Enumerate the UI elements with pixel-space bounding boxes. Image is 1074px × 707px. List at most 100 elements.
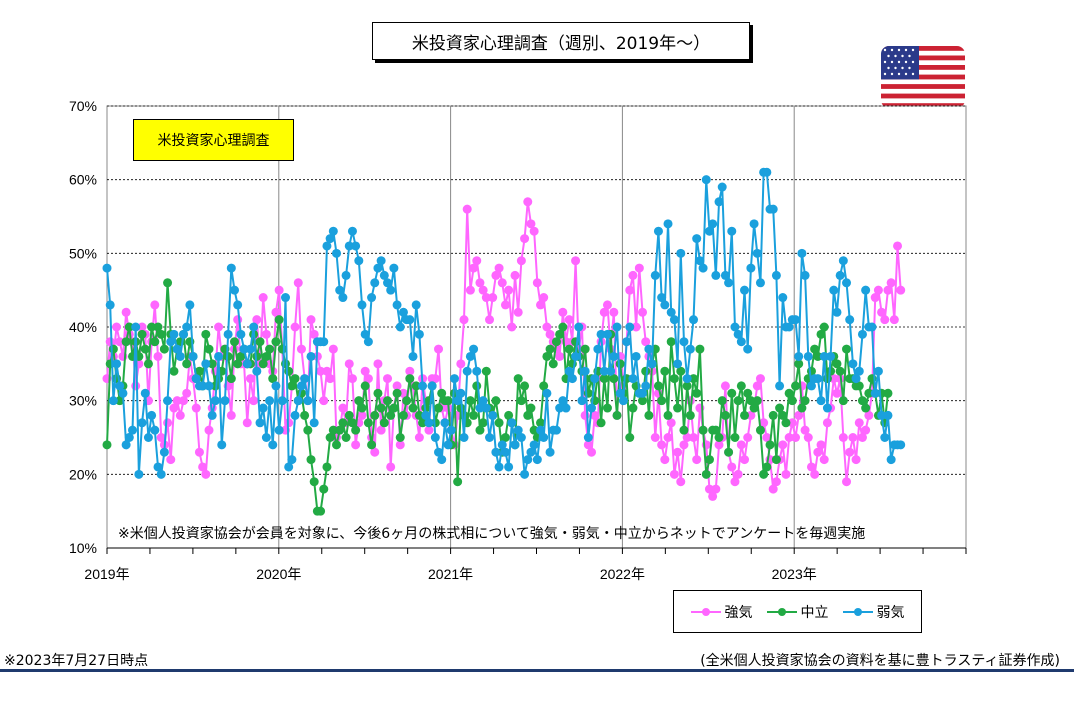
data-point-1 <box>682 381 692 391</box>
data-point-2 <box>867 322 877 332</box>
data-point-0 <box>810 469 820 479</box>
data-point-0 <box>191 403 201 413</box>
data-point-2 <box>245 344 255 354</box>
data-point-2 <box>631 351 641 361</box>
data-point-2 <box>376 256 386 266</box>
data-point-0 <box>488 293 498 303</box>
data-point-2 <box>478 396 488 406</box>
data-point-2 <box>838 256 848 266</box>
data-point-1 <box>360 381 370 391</box>
data-point-1 <box>555 329 565 339</box>
data-point-1 <box>529 425 539 435</box>
data-point-0 <box>526 219 536 229</box>
data-point-1 <box>838 396 848 406</box>
data-point-2 <box>494 462 504 472</box>
data-point-2 <box>370 278 380 288</box>
data-point-2 <box>835 270 845 280</box>
data-point-2 <box>516 433 526 442</box>
data-point-0 <box>405 366 415 376</box>
data-point-2 <box>602 329 612 339</box>
data-point-1 <box>258 359 268 369</box>
data-point-1 <box>370 410 380 420</box>
data-point-0 <box>325 374 335 384</box>
data-point-2 <box>392 300 402 310</box>
data-point-0 <box>398 388 408 398</box>
data-point-2 <box>711 270 721 280</box>
data-point-0 <box>752 381 762 391</box>
data-point-1 <box>115 396 125 406</box>
data-point-2 <box>520 469 530 479</box>
data-point-1 <box>287 381 297 391</box>
data-point-2 <box>437 455 447 465</box>
data-point-2 <box>469 344 479 354</box>
data-point-2 <box>124 433 134 442</box>
data-point-0 <box>249 396 259 406</box>
data-point-2 <box>861 285 871 295</box>
data-point-2 <box>660 300 670 310</box>
data-point-0 <box>430 374 440 384</box>
data-point-2 <box>147 410 157 420</box>
data-point-1 <box>784 388 794 398</box>
data-point-1 <box>752 396 762 406</box>
data-point-2 <box>462 366 472 376</box>
data-point-1 <box>542 351 552 361</box>
data-point-1 <box>194 366 204 376</box>
data-point-2 <box>408 351 418 361</box>
data-point-0 <box>800 425 810 435</box>
data-point-0 <box>414 433 424 442</box>
x-tick-label: 2019年 <box>84 566 129 582</box>
data-point-2 <box>857 329 867 339</box>
data-point-0 <box>666 418 676 428</box>
data-point-2 <box>587 403 597 413</box>
legend-item-bear: 弱気 <box>842 602 905 622</box>
data-point-1 <box>268 374 278 384</box>
data-point-0 <box>893 241 903 251</box>
data-point-1 <box>740 410 750 420</box>
data-point-0 <box>462 204 472 214</box>
x-tick-label: 2022年 <box>600 566 645 582</box>
data-point-2 <box>504 462 514 472</box>
data-point-0 <box>252 315 262 325</box>
data-point-0 <box>682 433 692 442</box>
data-point-2 <box>736 337 746 347</box>
data-point-2 <box>596 329 606 339</box>
data-point-1 <box>478 418 488 428</box>
data-point-2 <box>669 315 679 325</box>
legend-label-bull: 強気 <box>724 604 753 621</box>
data-point-0 <box>214 322 224 332</box>
data-point-2 <box>529 440 539 450</box>
data-point-1 <box>456 403 466 413</box>
data-point-1 <box>736 381 746 391</box>
legend-item-bull: 強気 <box>690 602 753 622</box>
data-point-0 <box>475 278 485 288</box>
data-point-2 <box>555 403 565 413</box>
data-point-1 <box>469 410 479 420</box>
data-point-1 <box>153 322 163 332</box>
data-point-2 <box>153 462 163 472</box>
data-point-1 <box>108 344 118 354</box>
data-point-0 <box>641 337 651 347</box>
data-point-2 <box>622 337 632 347</box>
data-point-0 <box>896 285 906 295</box>
data-point-2 <box>755 278 765 288</box>
data-point-1 <box>504 410 514 420</box>
data-point-0 <box>813 447 823 457</box>
data-point-0 <box>357 410 367 420</box>
data-point-0 <box>175 410 185 420</box>
data-point-2 <box>883 410 893 420</box>
data-point-1 <box>398 410 408 420</box>
data-point-1 <box>373 388 383 398</box>
data-point-2 <box>727 226 737 236</box>
data-point-2 <box>775 381 785 391</box>
data-point-2 <box>169 329 179 339</box>
data-point-0 <box>870 293 880 303</box>
data-point-1 <box>698 425 708 435</box>
data-point-1 <box>755 425 765 435</box>
data-point-1 <box>491 396 501 406</box>
data-point-2 <box>513 425 523 435</box>
data-point-2 <box>182 322 192 332</box>
data-point-0 <box>714 440 724 450</box>
data-point-1 <box>344 410 354 420</box>
sentiment-chart: 10% 20% 30% 40% 50% 60% 70% 2019年 2020年 2021年 2022… <box>69 98 967 582</box>
data-point-1 <box>564 344 574 354</box>
